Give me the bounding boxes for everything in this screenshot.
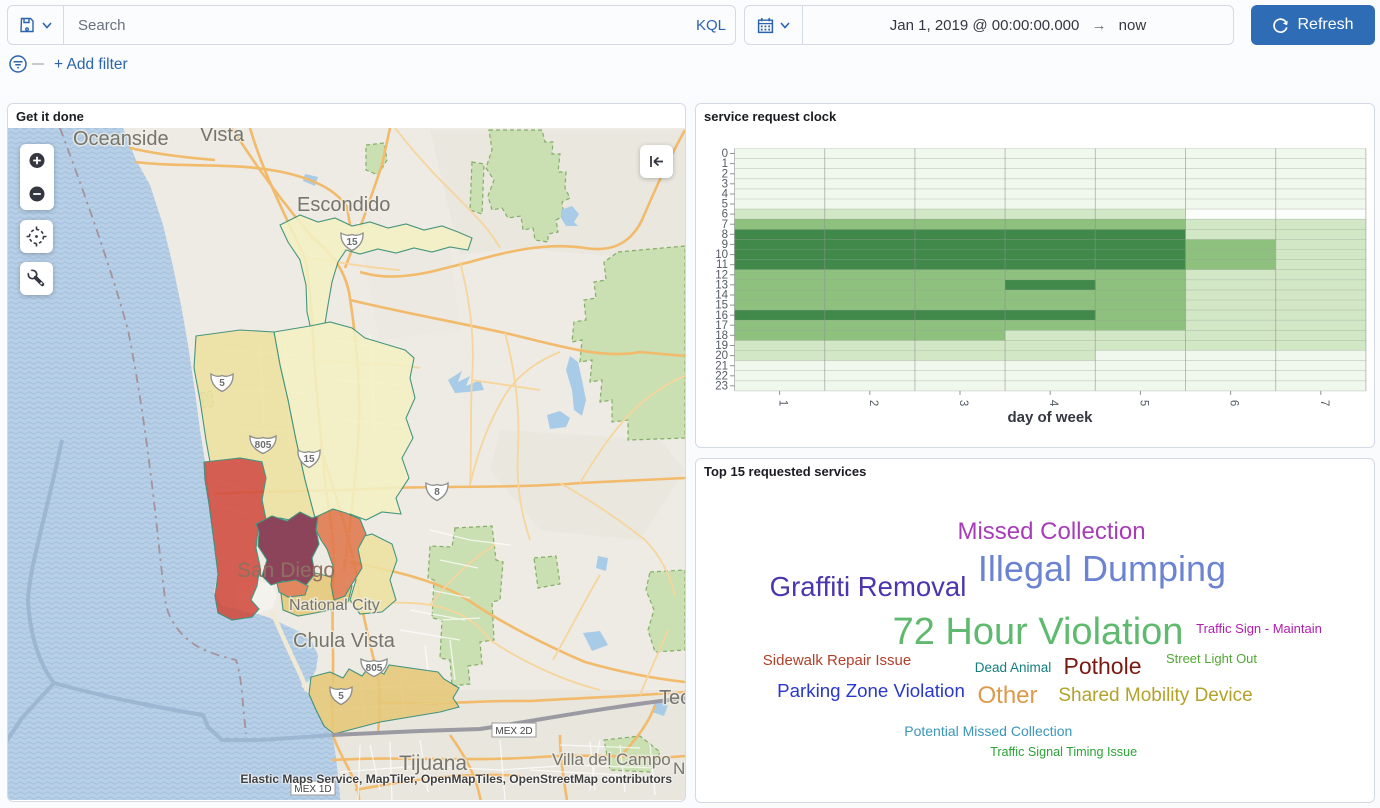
svg-text:3: 3	[957, 400, 969, 406]
svg-text:12: 12	[715, 269, 728, 281]
svg-text:Vista: Vista	[200, 128, 245, 146]
svg-text:6: 6	[722, 209, 728, 221]
svg-text:N: N	[673, 759, 685, 778]
svg-text:9: 9	[722, 239, 728, 251]
svg-text:18: 18	[715, 330, 728, 342]
svg-text:17: 17	[715, 320, 728, 332]
svg-text:National City: National City	[289, 597, 380, 614]
svg-text:2: 2	[722, 168, 728, 180]
svg-text:13: 13	[715, 279, 728, 291]
svg-text:15: 15	[346, 237, 358, 248]
svg-text:Villa del Campo: Villa del Campo	[552, 750, 671, 769]
svg-text:3: 3	[722, 178, 728, 190]
svg-text:2: 2	[867, 400, 879, 406]
svg-text:4: 4	[722, 189, 729, 201]
svg-text:Tec: Tec	[659, 687, 685, 709]
svg-text:7: 7	[722, 219, 728, 231]
svg-text:5: 5	[219, 378, 225, 389]
svg-text:15: 15	[303, 454, 315, 465]
svg-text:MEX 1D: MEX 1D	[294, 784, 331, 795]
svg-text:805: 805	[366, 663, 383, 674]
svg-text:16: 16	[715, 310, 728, 322]
svg-text:1: 1	[777, 400, 789, 406]
svg-text:805: 805	[255, 440, 272, 451]
svg-text:Tijuana: Tijuana	[399, 752, 467, 775]
svg-text:14: 14	[715, 290, 728, 302]
svg-text:11: 11	[716, 259, 728, 271]
svg-text:7: 7	[1318, 400, 1330, 406]
svg-text:San Diego: San Diego	[237, 559, 335, 582]
svg-text:5: 5	[338, 691, 344, 702]
svg-text:5: 5	[1137, 400, 1149, 406]
svg-text:Oceanside: Oceanside	[73, 128, 169, 150]
svg-text:0: 0	[722, 148, 728, 160]
svg-text:Chula Vista: Chula Vista	[293, 630, 396, 652]
svg-text:23: 23	[715, 380, 728, 392]
svg-text:day of week: day of week	[1007, 409, 1093, 426]
svg-text:8: 8	[434, 487, 440, 498]
svg-text:22: 22	[715, 370, 728, 382]
svg-text:19: 19	[715, 340, 728, 352]
svg-text:21: 21	[715, 360, 728, 372]
svg-text:1: 1	[722, 158, 728, 170]
svg-text:10: 10	[715, 249, 728, 261]
svg-text:Escondido: Escondido	[297, 194, 390, 216]
svg-text:6: 6	[1228, 400, 1240, 406]
svg-text:15: 15	[715, 300, 728, 312]
svg-text:20: 20	[715, 350, 728, 362]
svg-text:MEX 2D: MEX 2D	[495, 726, 532, 737]
svg-text:8: 8	[722, 229, 728, 241]
svg-text:5: 5	[722, 199, 728, 211]
svg-text:4: 4	[1047, 400, 1059, 407]
